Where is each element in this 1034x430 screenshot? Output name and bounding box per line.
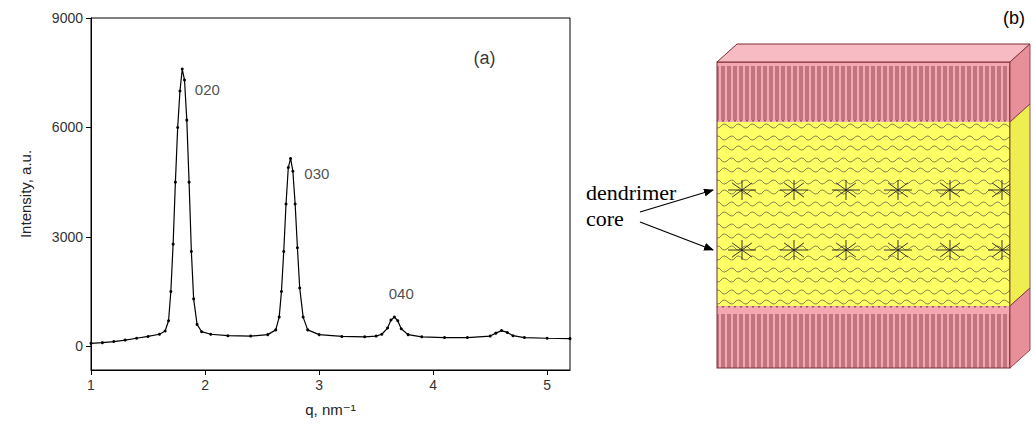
svg-text:2: 2 <box>201 377 209 393</box>
svg-text:5: 5 <box>543 377 551 393</box>
svg-text:1: 1 <box>87 377 95 393</box>
svg-text:6000: 6000 <box>52 119 83 135</box>
svg-text:(b): (b) <box>1003 8 1025 28</box>
svg-text:0: 0 <box>75 338 83 354</box>
svg-text:020: 020 <box>195 81 220 98</box>
svg-text:9000: 9000 <box>52 10 83 26</box>
svg-text:(a): (a) <box>473 48 495 68</box>
svg-text:dendrimercore: dendrimercore <box>586 180 677 231</box>
svg-text:4: 4 <box>429 377 437 393</box>
svg-text:3: 3 <box>315 377 323 393</box>
svg-text:040: 040 <box>389 285 414 302</box>
svg-text:q, nm⁻¹: q, nm⁻¹ <box>305 401 355 418</box>
svg-text:Intensity, a.u.: Intensity, a.u. <box>17 150 34 238</box>
svg-text:3000: 3000 <box>52 229 83 245</box>
svg-text:030: 030 <box>304 165 329 182</box>
